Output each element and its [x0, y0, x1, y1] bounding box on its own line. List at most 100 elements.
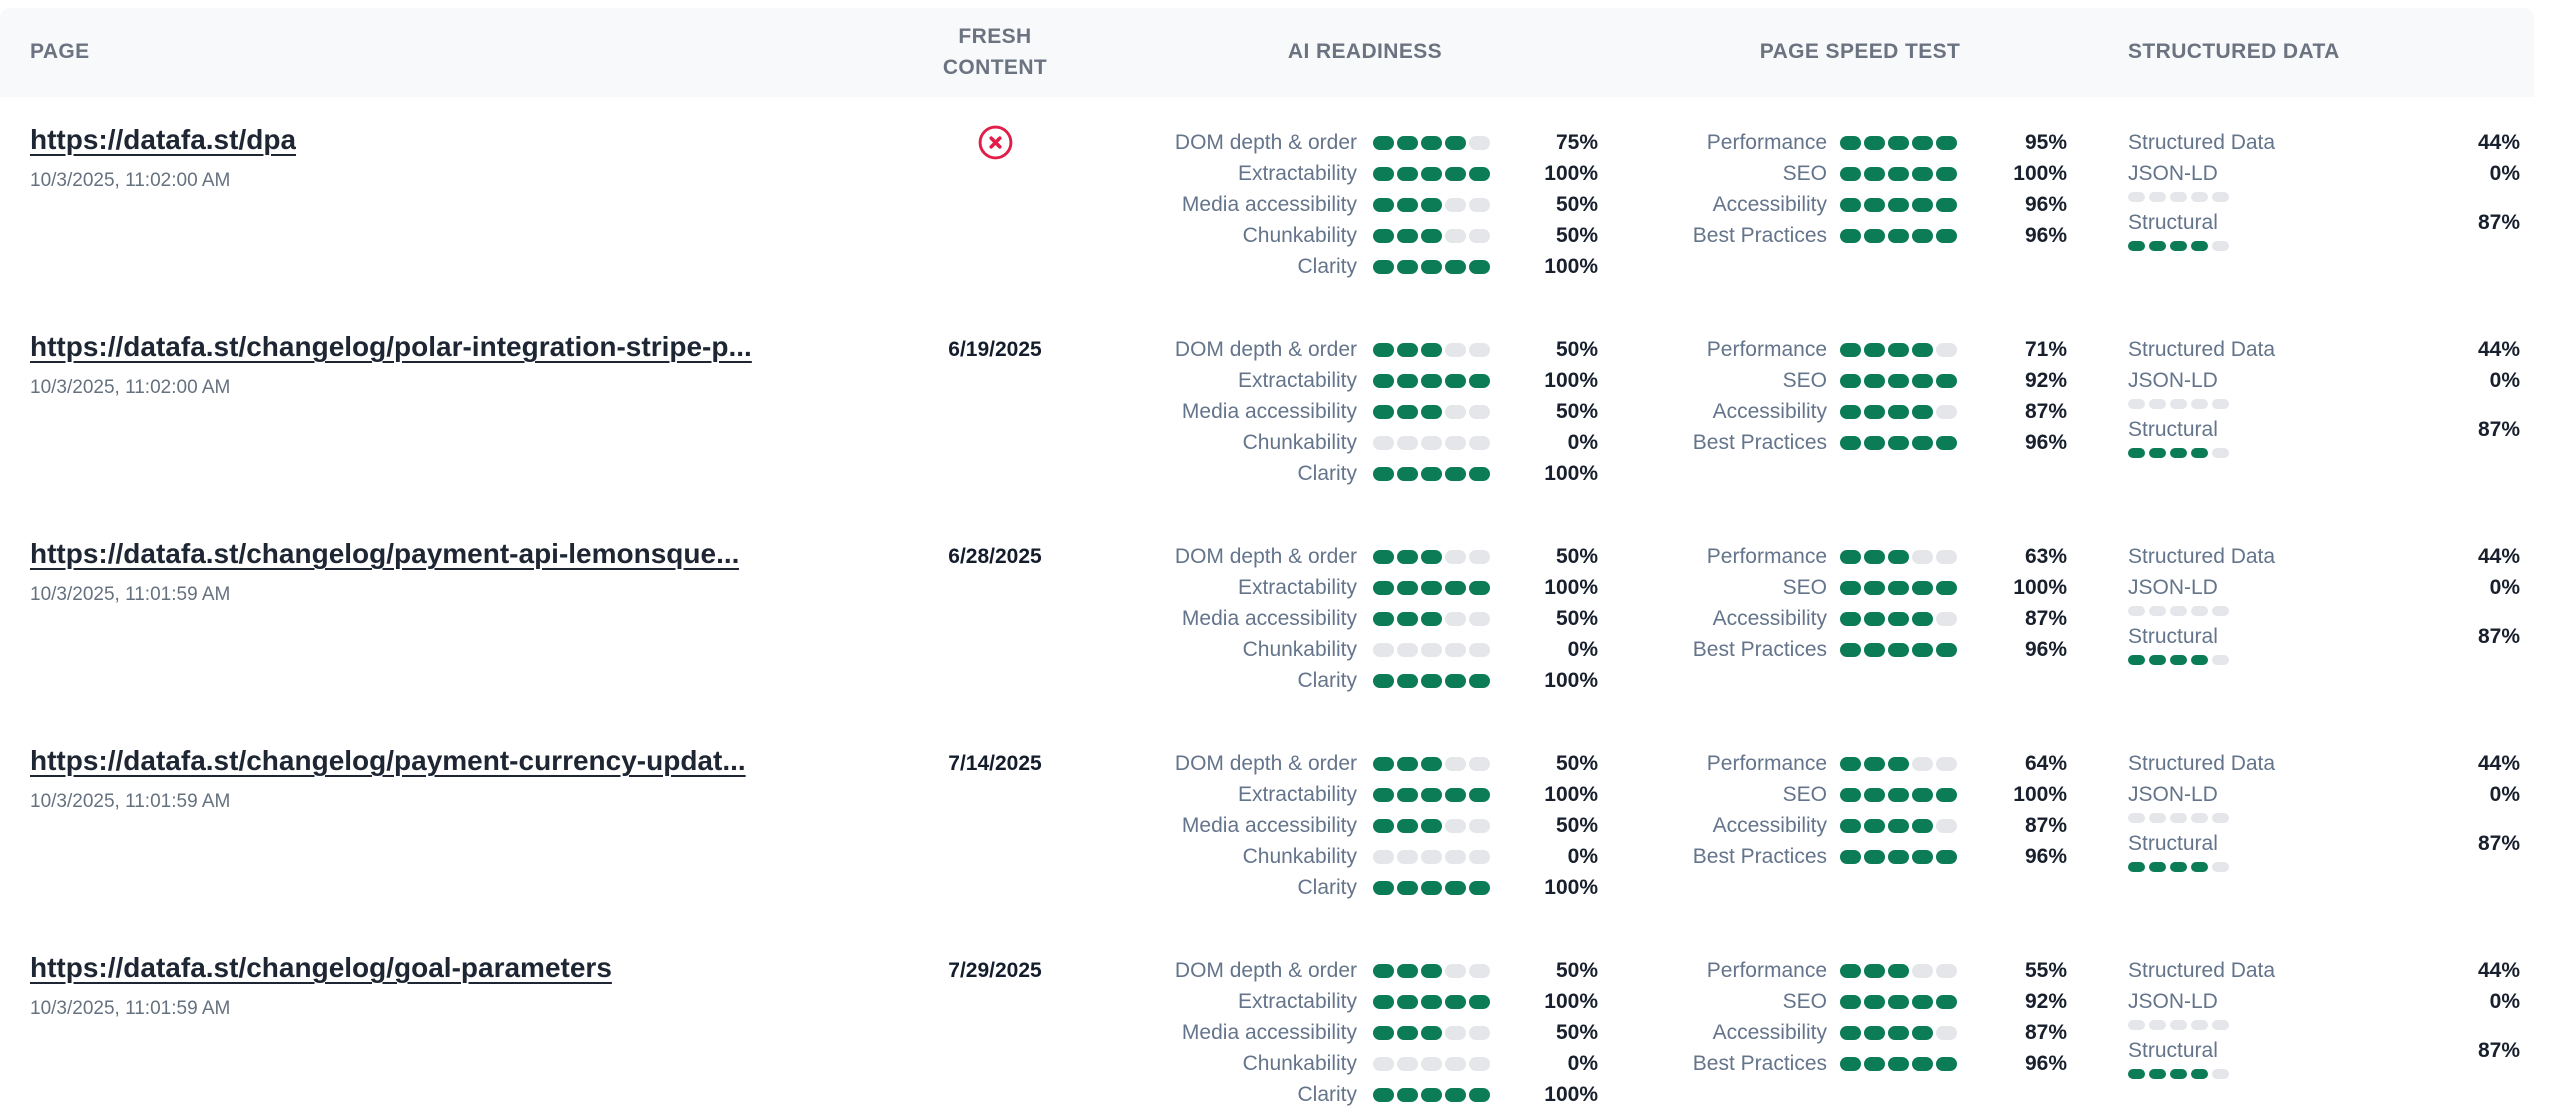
filled-dot: [1445, 373, 1466, 388]
filled-dot: [1912, 342, 1933, 357]
metric-row: Chunkability 0%: [1120, 1048, 1610, 1079]
filled-dot: [1840, 642, 1861, 657]
page-cell: https://datafa.st/dpa 10/3/2025, 11:02:0…: [0, 97, 870, 193]
metric-label: Structured Data: [2128, 751, 2276, 775]
metric-label: Accessibility: [1712, 399, 1827, 423]
score-dots: [1373, 580, 1490, 595]
empty-dot: [2191, 813, 2208, 823]
filled-dot: [1864, 549, 1885, 564]
metric-percent: 87%: [2477, 210, 2520, 234]
metric-percent: 87%: [2024, 606, 2067, 630]
metric-label: Media accessibility: [1181, 606, 1357, 630]
table-row: https://datafa.st/changelog/payment-api-…: [0, 511, 2558, 718]
empty-dot: [1421, 1056, 1442, 1071]
filled-dot: [1445, 1087, 1466, 1102]
ai-readiness-cell: DOM depth & order 75% Extractability 100% Me…: [1120, 97, 1610, 282]
structured-metric-row: Structured Data 44%: [2128, 955, 2520, 986]
empty-dot: [1445, 849, 1466, 864]
fresh-content-cell: [870, 97, 1120, 166]
filled-dot: [1373, 1025, 1394, 1040]
empty-dot: [1445, 549, 1466, 564]
score-dots: [1840, 818, 1957, 833]
metric-percent: 50%: [1555, 223, 1598, 247]
empty-dot: [1469, 135, 1490, 150]
metric-label: Accessibility: [1712, 813, 1827, 837]
metric-label: SEO: [1782, 161, 1827, 185]
score-dots: [1840, 197, 1957, 212]
metric-row: Accessibility 87%: [1610, 1017, 2110, 1048]
score-dots: [2128, 606, 2229, 616]
metric-label: Structured Data: [2128, 130, 2276, 154]
score-dots: [1373, 1056, 1490, 1071]
metric-label: Best Practices: [1692, 637, 1827, 661]
filled-dot: [1840, 135, 1861, 150]
score-dots: [1373, 342, 1490, 357]
metric-percent: 100%: [1544, 368, 1598, 392]
metric-row: Performance 55%: [1610, 955, 2110, 986]
metric-row: Best Practices 96%: [1610, 634, 2110, 665]
empty-dot: [2149, 192, 2166, 202]
filled-dot: [1840, 818, 1861, 833]
score-dots: [1840, 135, 1957, 150]
filled-dot: [1373, 963, 1394, 978]
structured-data-cell: Structured Data 44% JSON-LD 0% Structural 87%: [2110, 718, 2558, 877]
filled-dot: [1421, 342, 1442, 357]
metric-percent: 100%: [1544, 875, 1598, 899]
score-dots: [1373, 404, 1490, 419]
page-cell: https://datafa.st/changelog/payment-api-…: [0, 511, 870, 607]
filled-dot: [1397, 787, 1418, 802]
structured-metric-row: Structural 87%: [2128, 207, 2520, 238]
page-url-link[interactable]: https://datafa.st/changelog/polar-integr…: [30, 331, 752, 362]
page-url-link[interactable]: https://datafa.st/changelog/payment-api-…: [30, 538, 740, 569]
metric-percent: 100%: [1544, 782, 1598, 806]
filled-dot: [1912, 642, 1933, 657]
filled-dot: [1912, 611, 1933, 626]
filled-dot: [1445, 135, 1466, 150]
metric-percent: 96%: [2024, 192, 2067, 216]
filled-dot: [1840, 580, 1861, 595]
metric-label: Clarity: [1297, 461, 1357, 485]
filled-dot: [1840, 342, 1861, 357]
score-dots: [1373, 642, 1490, 657]
page-url-link[interactable]: https://datafa.st/changelog/payment-curr…: [30, 745, 746, 776]
ai-readiness-cell: DOM depth & order 50% Extractability 100% Me…: [1120, 304, 1610, 489]
score-dots: [2128, 399, 2229, 409]
metric-label: Media accessibility: [1181, 399, 1357, 423]
filled-dot: [1397, 1087, 1418, 1102]
filled-dot: [1421, 466, 1442, 481]
filled-dot: [1373, 135, 1394, 150]
metric-percent: 87%: [2477, 1038, 2520, 1062]
metric-label: Extractability: [1237, 989, 1357, 1013]
filled-dot: [1397, 228, 1418, 243]
page-url-link[interactable]: https://datafa.st/dpa: [30, 124, 297, 155]
filled-dot: [1397, 673, 1418, 688]
metric-label: DOM depth & order: [1174, 958, 1357, 982]
score-dots: [1840, 994, 1957, 1009]
score-dots: [1840, 1056, 1957, 1071]
empty-dot: [2170, 192, 2187, 202]
filled-dot: [1445, 787, 1466, 802]
filled-dot: [1888, 994, 1909, 1009]
filled-dot: [2149, 1069, 2166, 1079]
empty-dot: [1445, 611, 1466, 626]
page-url-link[interactable]: https://datafa.st/changelog/goal-paramet…: [30, 952, 612, 983]
empty-dot: [1912, 549, 1933, 564]
metric-row: Accessibility 87%: [1610, 396, 2110, 427]
score-dots: [2128, 192, 2229, 202]
filled-dot: [1864, 228, 1885, 243]
metric-label: DOM depth & order: [1174, 337, 1357, 361]
metric-percent: 44%: [2477, 958, 2520, 982]
filled-dot: [1445, 994, 1466, 1009]
score-dots: [1373, 849, 1490, 864]
structured-data-cell: Structured Data 44% JSON-LD 0% Structural 87%: [2110, 925, 2558, 1084]
empty-dot: [1912, 756, 1933, 771]
score-dots: [1840, 756, 1957, 771]
empty-dot: [1445, 1056, 1466, 1071]
filled-dot: [1421, 673, 1442, 688]
metric-label: JSON-LD: [2128, 989, 2218, 1013]
empty-dot: [2212, 1069, 2229, 1079]
score-dots: [2128, 862, 2229, 872]
scan-timestamp: 10/3/2025, 11:01:59 AM: [30, 998, 231, 1019]
empty-dot: [2149, 813, 2166, 823]
filled-dot: [1840, 435, 1861, 450]
